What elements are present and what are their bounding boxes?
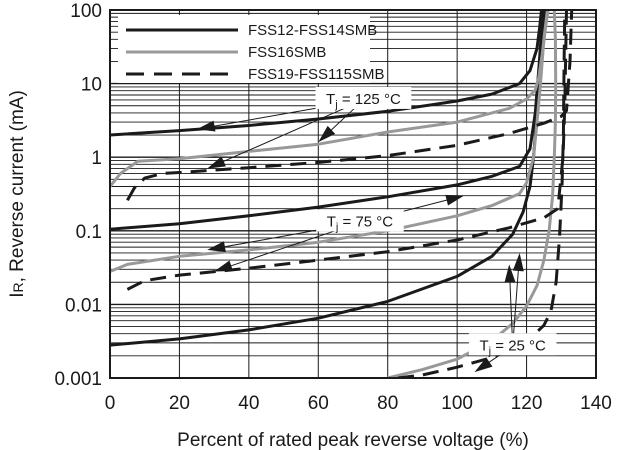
annotation-arrowhead	[207, 156, 226, 169]
y-tick-label: 0.001	[54, 369, 102, 390]
legend-label: FSS12-FSS14SMB	[248, 22, 377, 39]
series-line-fss12-fss14smb-tj125	[110, 10, 543, 137]
legend: FSS12-FSS14SMB FSS16SMB FSS19-FSS115SMB	[118, 15, 384, 83]
series-line-fss19-fss115smb-tj75	[126, 10, 568, 291]
annotation-label-bg	[315, 86, 412, 109]
x-tick-label: 0	[105, 393, 116, 414]
y-tick-label: 0.1	[76, 222, 102, 243]
tick-labels: 0 20 40 60 80 100 120 140 0.001 0.01 0.1 1 10 100	[54, 1, 611, 414]
annotation-arrowhead	[445, 194, 465, 206]
x-tick-label: 100	[441, 393, 473, 414]
y-tick-label: 10	[81, 75, 102, 96]
legend-label: FSS19-FSS115SMB	[248, 66, 384, 83]
y-axis-label-sub: R	[10, 282, 26, 292]
annotation-arrowhead	[512, 252, 524, 272]
annotation-arrowhead	[207, 241, 226, 253]
annotation-arrowhead	[474, 357, 493, 373]
y-tick-label: 100	[70, 1, 102, 22]
x-tick-label: 80	[377, 393, 398, 414]
series-line-fss19-fss115smb-tj25	[397, 10, 567, 378]
x-tick-label: 140	[580, 393, 612, 414]
annotation-label: Tj = 125 °C	[326, 91, 401, 111]
series-line-fss16smb-tj25	[387, 10, 558, 378]
annotation-label: Tj = 25 °C	[479, 337, 546, 357]
y-axis-label: IR, Reverse current (mA)	[7, 90, 28, 298]
grid	[110, 10, 596, 378]
annotation-arrowhead	[196, 120, 216, 132]
legend-box	[118, 15, 370, 83]
annotation-arrow-line	[512, 262, 520, 347]
annotation-arrowhead	[318, 125, 336, 143]
x-tick-label: 120	[511, 393, 543, 414]
annotation-label-bg	[468, 333, 557, 356]
y-axis-label-rest: , Reverse current (mA)	[7, 90, 28, 282]
y-axis-label-main: I	[7, 293, 28, 298]
annotation-label: Tj = 75 °C	[327, 213, 394, 233]
annotation-arrowhead	[504, 264, 516, 283]
series-line-fss12-fss14smb-tj25	[110, 10, 548, 347]
annotation-arrow-line	[216, 99, 364, 166]
x-tick-label: 60	[308, 393, 329, 414]
plot-frame	[109, 9, 597, 379]
y-tick-label: 1	[91, 148, 102, 169]
annotation-arrowhead	[214, 260, 233, 272]
series-line-fss16smb-tj75	[110, 10, 549, 273]
legend-label: FSS16SMB	[248, 44, 326, 61]
annotations: Tj = 125 °C Tj = 75 °C Tj = 25 °C	[196, 86, 557, 373]
x-tick-label: 40	[238, 393, 259, 414]
series-group	[110, 10, 574, 378]
y-tick-label: 0.01	[65, 295, 102, 316]
x-axis-label: Percent of rated peak reverse voltage (%…	[177, 430, 529, 450]
annotation-label-bg	[316, 209, 404, 232]
x-tick-label: 20	[169, 393, 190, 414]
